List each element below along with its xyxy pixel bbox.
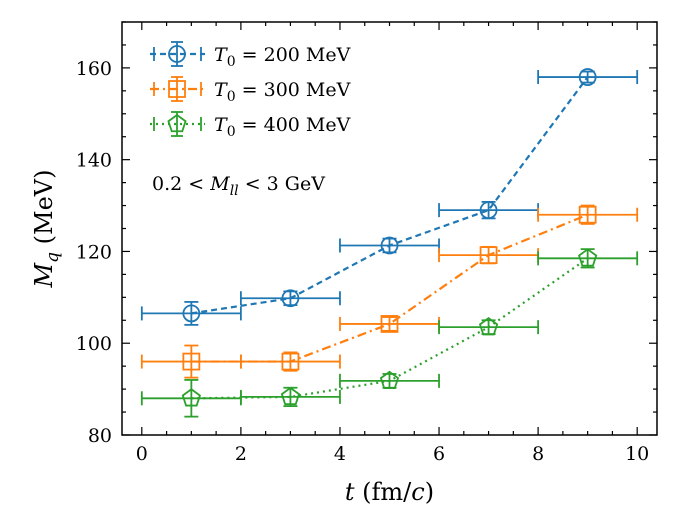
series-3 xyxy=(140,248,639,418)
data-point xyxy=(281,352,300,371)
data-point xyxy=(181,388,201,407)
data-point xyxy=(479,201,498,220)
x-tick-label: 0 xyxy=(136,443,148,465)
data-point xyxy=(479,246,498,265)
data-point xyxy=(182,304,201,323)
series-2 xyxy=(140,204,639,379)
series-line xyxy=(191,76,589,315)
x-axis-label: t (fm/c) xyxy=(345,478,434,506)
series-line xyxy=(191,213,589,363)
y-tick-label: 160 xyxy=(76,58,112,80)
y-tick-label: 100 xyxy=(76,333,112,355)
legend-entry-2: T0 = 300 MeV xyxy=(150,76,351,105)
data-point xyxy=(578,248,598,267)
y-tick-label: 80 xyxy=(88,425,112,447)
legend-marker xyxy=(168,80,186,98)
data-point xyxy=(578,205,597,224)
ticks-layer: 0 2 4 6 8 10 80 100 120 140 160 xyxy=(76,21,657,465)
legend: T0 = 200 MeV T0 = 300 MeV T0 = 400 MeV xyxy=(150,41,351,140)
y-tick-label: 120 xyxy=(76,241,112,263)
series-1 xyxy=(140,68,639,326)
x-tick-label: 4 xyxy=(334,443,346,465)
legend-marker xyxy=(167,113,187,133)
data-point xyxy=(379,370,400,390)
x-tick-label: 6 xyxy=(433,443,445,465)
svg-text:Mq (MeV): Mq (MeV) xyxy=(30,170,63,289)
data-point xyxy=(182,352,201,371)
data-point xyxy=(380,315,399,333)
y-axis-label: Mq (MeV) xyxy=(30,170,63,289)
x-tick-label: 2 xyxy=(235,443,247,465)
data-point xyxy=(578,68,597,86)
svg-text:t (fm/c): t (fm/c) xyxy=(345,478,434,506)
legend-entry-3: T0 = 400 MeV xyxy=(150,111,351,140)
legend-entry-1: T0 = 200 MeV xyxy=(150,41,351,70)
x-tick-label: 10 xyxy=(625,443,649,465)
x-tick-label: 8 xyxy=(532,443,544,465)
legend-label: T0 = 300 MeV xyxy=(214,79,351,105)
data-point xyxy=(281,289,300,308)
data-point xyxy=(380,236,399,255)
data-point xyxy=(280,386,301,406)
plot-frame xyxy=(121,21,658,436)
svg-text:0.2 < Mll < 3 GeV: 0.2 < Mll < 3 GeV xyxy=(152,173,325,199)
series-layer xyxy=(140,68,639,418)
legend-label: T0 = 200 MeV xyxy=(214,44,351,70)
legend-label: T0 = 400 MeV xyxy=(214,114,351,140)
legend-marker xyxy=(168,45,186,63)
y-tick-label: 140 xyxy=(76,150,112,172)
data-point xyxy=(478,317,499,336)
annotation-text: 0.2 < Mll < 3 GeV xyxy=(152,173,325,199)
